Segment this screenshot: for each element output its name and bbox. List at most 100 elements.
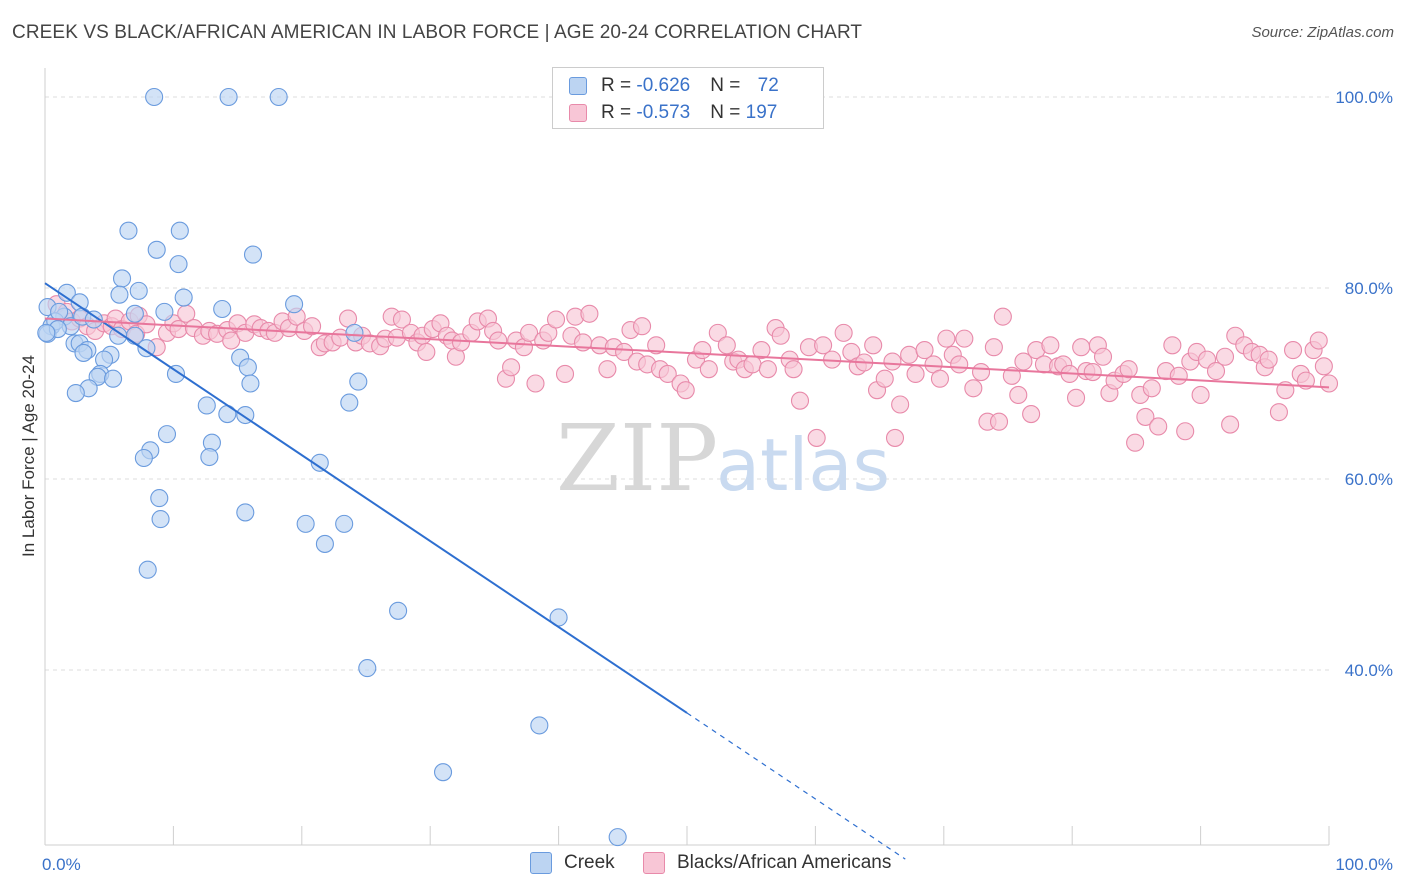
trend-lines xyxy=(44,282,1330,860)
legend-item-creek[interactable]: Creek xyxy=(530,852,615,874)
creek-point-71 xyxy=(37,323,56,342)
creek-point-18 xyxy=(213,299,232,319)
black-point-106 xyxy=(790,391,810,410)
black-point-95 xyxy=(717,336,736,355)
black-point-147 xyxy=(1072,338,1091,357)
series-creek-points xyxy=(37,87,627,847)
legend-row-creek: R = -0.626 N = 72 xyxy=(569,73,779,99)
creek-point-8 xyxy=(112,269,132,288)
black-point-178 xyxy=(1269,403,1288,422)
black-point-65 xyxy=(502,358,521,377)
black-point-24 xyxy=(222,331,241,350)
creek-point-42 xyxy=(104,369,123,388)
black-point-68 xyxy=(520,323,539,342)
black-point-171 xyxy=(1221,415,1240,434)
r-label: R = xyxy=(601,75,637,96)
black-point-162 xyxy=(1163,336,1182,355)
creek-point-1 xyxy=(219,87,238,107)
black-point-120 xyxy=(891,395,910,414)
black-point-164 xyxy=(1176,422,1195,441)
creek-point-65 xyxy=(389,601,408,620)
r-value: -0.626 xyxy=(636,75,691,96)
black-point-81 xyxy=(615,342,634,362)
watermark-zip: ZIP xyxy=(556,405,718,512)
creek-point-0 xyxy=(145,87,164,107)
black-point-151 xyxy=(1093,347,1113,366)
black-point-177 xyxy=(1259,350,1278,369)
legend-item-black[interactable]: Blacks/African Americans xyxy=(643,852,891,874)
black-point-160 xyxy=(1149,417,1168,436)
creek-point-57 xyxy=(310,453,329,472)
stats-legend: R = -0.626 N = 72 R = -0.573 N = 197 xyxy=(552,67,824,129)
creek-point-69 xyxy=(433,763,453,782)
black-point-71 xyxy=(539,323,558,342)
creek-point-2 xyxy=(269,87,288,107)
creek-point-56 xyxy=(134,448,153,468)
black-point-133 xyxy=(984,338,1003,357)
creek-point-49 xyxy=(197,396,216,415)
y-tick-label-3: 40.0% xyxy=(1345,661,1393,680)
creek-point-59 xyxy=(236,503,255,522)
black-point-88 xyxy=(658,364,677,384)
black-point-139 xyxy=(1022,405,1041,424)
black-point-185 xyxy=(1314,357,1333,376)
black-point-180 xyxy=(1283,341,1303,360)
y-axis-title: In Labor Force | Age 20-24 xyxy=(19,355,38,557)
legend-black-label: Blacks/African Americans xyxy=(677,852,892,873)
creek-point-67 xyxy=(358,659,377,678)
creek-point-25 xyxy=(84,310,103,329)
creek-point-62 xyxy=(335,514,354,533)
black-point-119 xyxy=(885,428,905,447)
series-legend: Creek Blacks/African Americans xyxy=(0,852,1406,878)
black-point-86 xyxy=(647,336,666,355)
black-point-125 xyxy=(930,369,949,388)
black-point-134 xyxy=(989,412,1009,431)
watermark-atlas: atlas xyxy=(716,423,890,507)
black-point-73 xyxy=(555,364,575,384)
black-point-72 xyxy=(546,310,566,329)
creek-point-52 xyxy=(157,425,177,444)
x-tick-label-1: 100.0% xyxy=(1335,855,1393,874)
black-point-35 xyxy=(303,317,322,336)
n-value: 197 xyxy=(745,102,778,123)
r-value: -0.573 xyxy=(636,102,691,123)
black-point-163 xyxy=(1169,366,1188,385)
y-tick-labels: 100.0% 80.0% 60.0% 40.0% xyxy=(1335,88,1393,680)
black-point-52 xyxy=(417,342,436,362)
black-point-101 xyxy=(758,360,777,379)
creek-point-11 xyxy=(174,288,193,307)
creek-point-58 xyxy=(150,489,169,508)
black-point-115 xyxy=(864,336,883,355)
r-label: R = xyxy=(601,102,637,123)
creek-swatch-icon xyxy=(569,77,587,95)
black-point-48 xyxy=(392,310,412,329)
black-point-90 xyxy=(676,381,695,400)
creek-point-3 xyxy=(119,221,138,240)
black-point-69 xyxy=(526,374,545,393)
black-point-184 xyxy=(1309,331,1328,350)
black-point-92 xyxy=(693,341,712,360)
black-point-122 xyxy=(906,364,925,384)
black-point-135 xyxy=(993,307,1012,326)
legend-row-black: R = -0.573 N = 197 xyxy=(569,100,777,126)
creek-point-7 xyxy=(243,245,263,264)
black-point-79 xyxy=(598,360,617,379)
creek-point-19 xyxy=(285,295,304,314)
creek-point-63 xyxy=(315,534,334,553)
black-point-77 xyxy=(580,304,599,323)
black-point-128 xyxy=(950,355,969,374)
creek-point-10 xyxy=(110,285,129,304)
black-point-169 xyxy=(1206,362,1226,381)
creek-point-46 xyxy=(241,374,260,393)
y-tick-label-1: 80.0% xyxy=(1345,279,1393,298)
black-point-170 xyxy=(1215,347,1235,366)
black-point-129 xyxy=(955,329,974,348)
black-point-105 xyxy=(784,360,803,379)
n-label: N = xyxy=(710,75,746,96)
creek-point-43 xyxy=(238,358,257,377)
n-value: 72 xyxy=(757,75,779,96)
creek-point-6 xyxy=(169,255,188,274)
creek-point-61 xyxy=(296,514,315,533)
black-point-142 xyxy=(1041,336,1060,355)
creek-point-45 xyxy=(66,383,85,403)
